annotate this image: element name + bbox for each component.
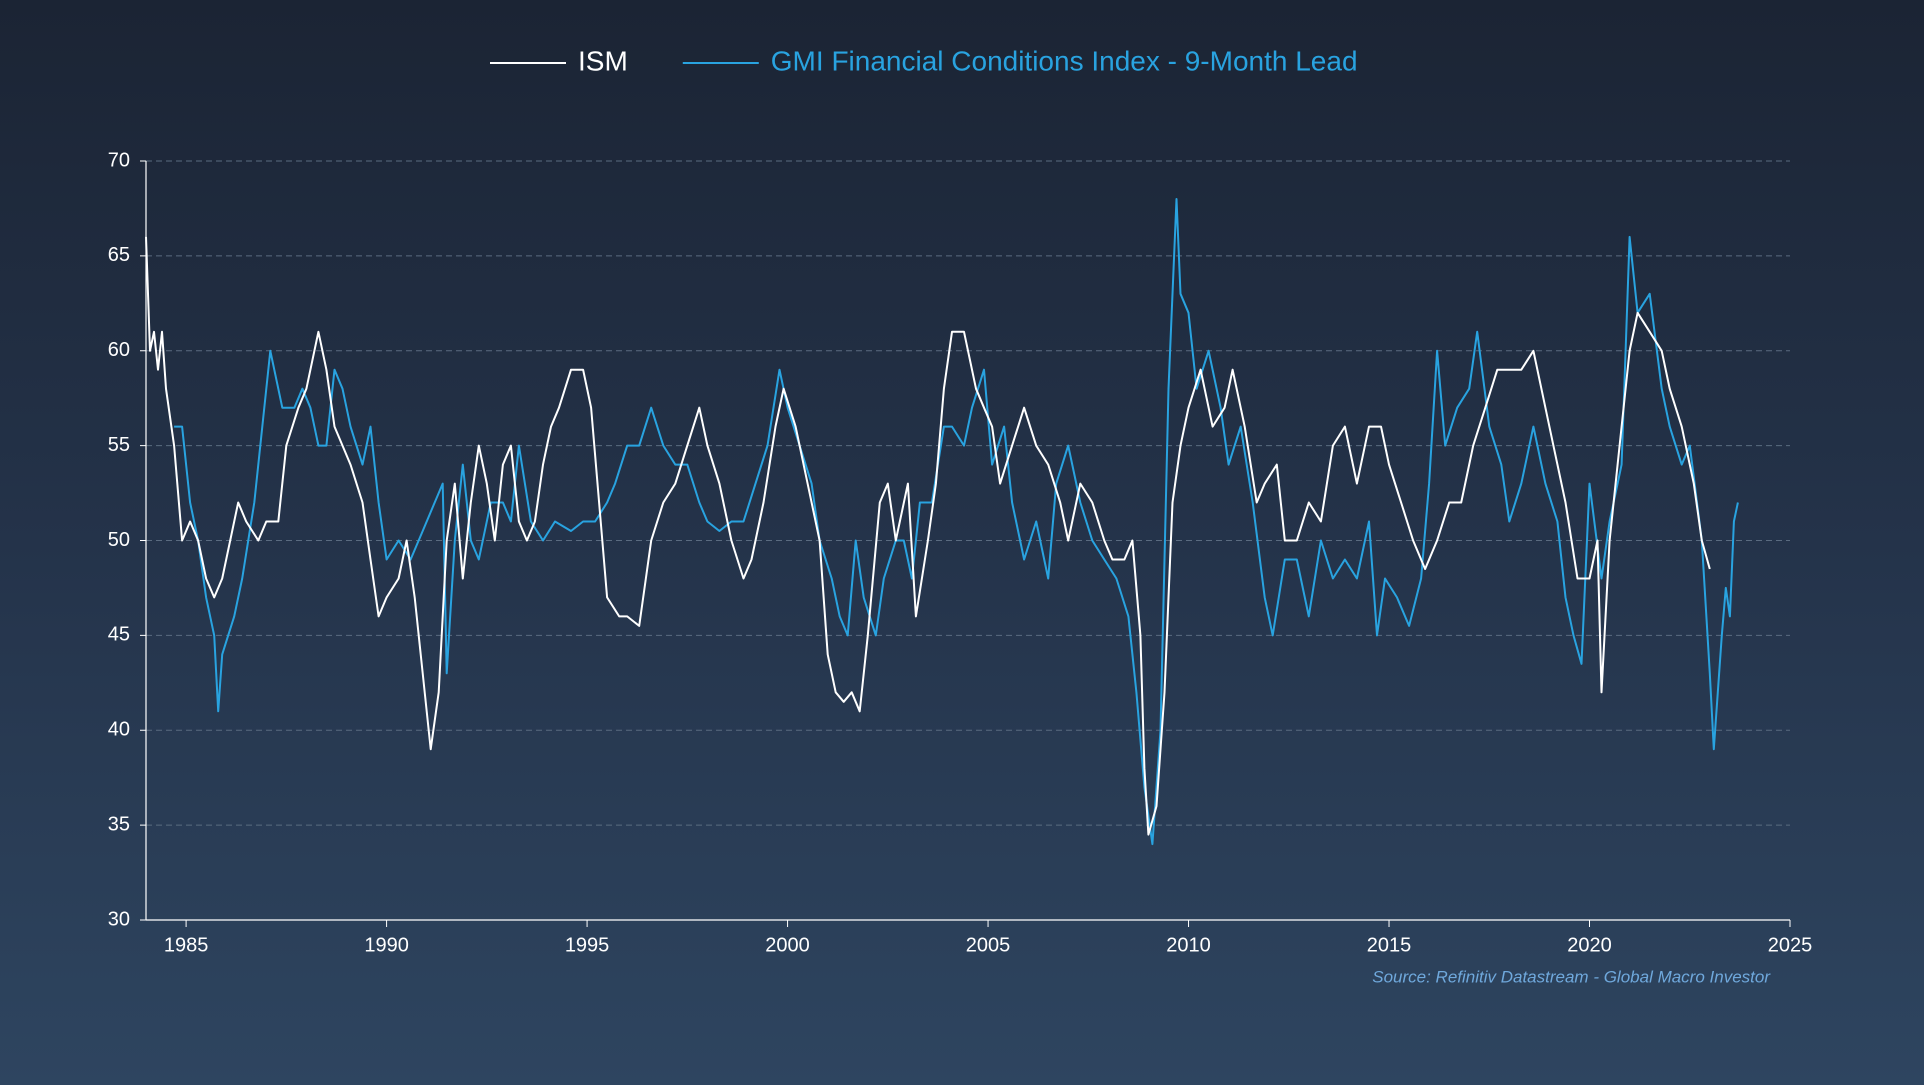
x-tick-label: 1995 xyxy=(565,934,610,956)
y-tick-label: 70 xyxy=(108,149,130,171)
x-tick-label: 2010 xyxy=(1166,934,1211,956)
y-tick-label: 35 xyxy=(108,813,130,835)
x-tick-label: 2015 xyxy=(1367,934,1412,956)
legend-label: ISM xyxy=(578,45,628,76)
series-line xyxy=(174,198,1739,846)
x-tick-label: 2005 xyxy=(966,934,1011,956)
y-tick-label: 40 xyxy=(108,719,130,741)
x-tick-label: 2025 xyxy=(1768,934,1813,956)
y-tick-label: 60 xyxy=(108,339,130,361)
x-tick-label: 2020 xyxy=(1567,934,1612,956)
y-tick-label: 65 xyxy=(108,244,130,266)
series-line xyxy=(145,236,1711,836)
x-tick-label: 1985 xyxy=(164,934,209,956)
y-tick-label: 45 xyxy=(108,624,130,646)
x-tick-label: 1990 xyxy=(364,934,409,956)
x-tick-label: 2000 xyxy=(765,934,810,956)
y-tick-label: 30 xyxy=(108,908,130,930)
y-tick-label: 55 xyxy=(108,434,130,456)
legend-label: GMI Financial Conditions Index - 9-Month… xyxy=(771,45,1358,76)
source-note: Source: Refinitiv Datastream - Global Ma… xyxy=(1372,967,1771,986)
y-tick-label: 50 xyxy=(108,529,130,551)
